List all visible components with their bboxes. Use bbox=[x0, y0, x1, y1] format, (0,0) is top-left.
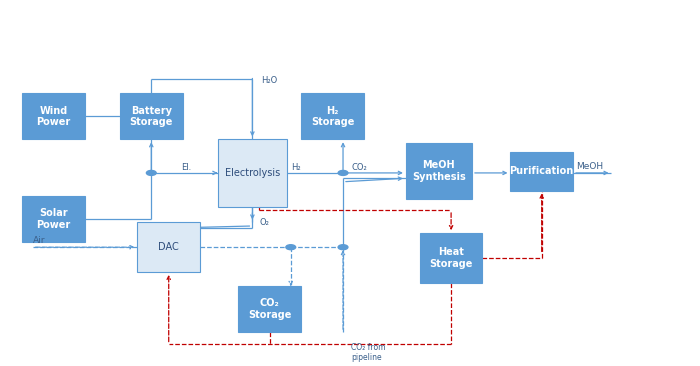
Text: Electrolysis: Electrolysis bbox=[225, 168, 280, 178]
Circle shape bbox=[146, 171, 156, 175]
FancyBboxPatch shape bbox=[406, 143, 472, 199]
Text: H₂
Storage: H₂ Storage bbox=[311, 105, 354, 127]
Text: Heat
Storage: Heat Storage bbox=[429, 247, 472, 269]
FancyBboxPatch shape bbox=[218, 139, 287, 206]
Text: Wind
Power: Wind Power bbox=[36, 105, 71, 127]
Text: DAC: DAC bbox=[158, 242, 179, 252]
Text: CO₂: CO₂ bbox=[351, 163, 367, 172]
Text: CO₂ from
pipeline: CO₂ from pipeline bbox=[351, 343, 386, 362]
FancyBboxPatch shape bbox=[420, 233, 482, 283]
Text: Solar
Power: Solar Power bbox=[36, 208, 71, 230]
FancyBboxPatch shape bbox=[301, 93, 364, 139]
Text: H₂: H₂ bbox=[290, 163, 300, 172]
Text: CO₂
Storage: CO₂ Storage bbox=[248, 298, 291, 320]
Text: El.: El. bbox=[181, 163, 192, 172]
Circle shape bbox=[338, 245, 348, 250]
Text: H₂O: H₂O bbox=[261, 76, 277, 86]
FancyBboxPatch shape bbox=[239, 286, 301, 332]
FancyBboxPatch shape bbox=[22, 93, 85, 139]
Circle shape bbox=[338, 171, 348, 175]
FancyBboxPatch shape bbox=[137, 223, 200, 272]
FancyBboxPatch shape bbox=[510, 152, 573, 191]
Text: Purification: Purification bbox=[510, 166, 574, 176]
Text: MeOH: MeOH bbox=[577, 162, 603, 171]
Circle shape bbox=[286, 245, 295, 250]
Text: O₂: O₂ bbox=[260, 218, 270, 227]
FancyBboxPatch shape bbox=[120, 93, 183, 139]
Text: Air: Air bbox=[33, 236, 46, 244]
Text: MeOH
Synthesis: MeOH Synthesis bbox=[412, 160, 466, 182]
FancyBboxPatch shape bbox=[22, 196, 85, 242]
Text: Battery
Storage: Battery Storage bbox=[130, 105, 173, 127]
